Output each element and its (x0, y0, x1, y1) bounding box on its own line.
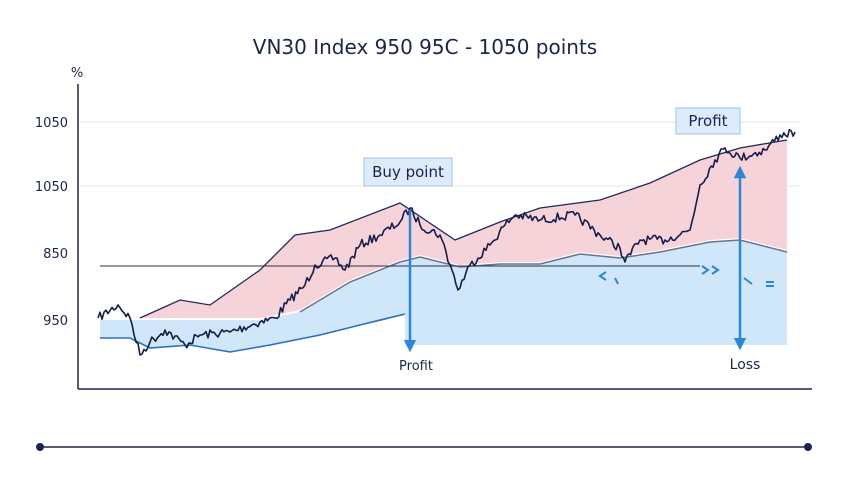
lower-envelope (299, 239, 788, 313)
profit-bottom-label: Profit (399, 359, 433, 374)
support-line (100, 313, 406, 353)
loss-label: Loss (730, 357, 761, 373)
profit-top-label: Profit (688, 112, 727, 130)
buy-point-box (363, 157, 453, 187)
y-label: 1050 (35, 116, 68, 131)
glyph (598, 271, 619, 285)
axis-unit: % (71, 66, 83, 81)
glyph (701, 265, 774, 287)
buy-point-label: Buy point (372, 163, 444, 181)
timeline-dot (804, 443, 812, 451)
timeline-dot (36, 443, 44, 451)
title: VN30 Index 950 95C - 1050 points (253, 35, 597, 59)
profit-box (675, 107, 741, 135)
upper-envelope (139, 139, 788, 319)
price-line (97, 128, 796, 356)
profit-band (100, 140, 787, 318)
y-label: 850 (43, 247, 68, 262)
y-label: 1050 (35, 180, 68, 195)
y-label: 950 (43, 314, 68, 329)
support-area (100, 240, 787, 352)
